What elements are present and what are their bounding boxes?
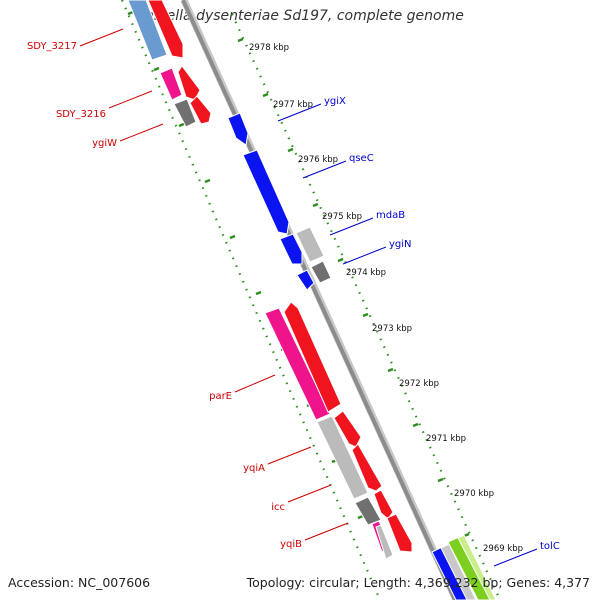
gene-SDY_3217-blue — [127, 0, 168, 61]
leader-line-ygiN — [342, 246, 387, 265]
tick-mark — [412, 422, 419, 428]
gene-label-SDY_3216: SDY_3216 — [56, 109, 106, 120]
gene-qseC — [242, 149, 290, 235]
gene-label-icc: icc — [271, 502, 285, 513]
leader-line-parE — [234, 374, 276, 393]
genome-stats-text: Topology: circular; Length: 4,369,232 bp… — [246, 575, 590, 590]
gene-yqiA-red — [333, 410, 362, 448]
tick-mark — [437, 477, 444, 483]
gene-label-yqiA: yqiA — [243, 463, 265, 474]
tick-mark — [287, 147, 294, 153]
gene-label-parE: parE — [209, 391, 232, 402]
gene-label-yqiB: yqiB — [280, 539, 302, 550]
tick-mark — [237, 37, 244, 43]
leader-line-yqiB — [304, 522, 349, 541]
gene-yqiB-red — [373, 489, 394, 520]
gene-tolC-gray — [440, 543, 477, 600]
leader-line-mdaB — [329, 217, 374, 236]
left-tick-line — [120, 0, 382, 600]
gene-ygiN-gray — [295, 226, 325, 263]
gene-yqiB-red2 — [386, 513, 413, 553]
map-title: Shigella dysenteriae Sd197, complete gen… — [136, 8, 464, 24]
accession-text: Accession: NC_007606 — [8, 575, 151, 590]
tick-mark — [229, 234, 236, 240]
gene-label-ygiX: ygiX — [324, 96, 346, 107]
leader-line-yqiA — [267, 446, 312, 465]
scale-label: 2973 kbp — [372, 324, 412, 334]
gene-label-qseC: qseC — [349, 153, 374, 164]
gene-SDY_3217-red — [147, 0, 184, 59]
scale-label: 2978 kbp — [249, 43, 289, 53]
leader-line-ygiX — [277, 103, 322, 122]
gene-small-blue — [296, 269, 315, 291]
gene-label-ygiN: ygiN — [389, 239, 412, 250]
scale-label: 2971 kbp — [426, 434, 466, 444]
scale-label: 2974 kbp — [346, 268, 386, 278]
gene-label-mdaB: mdaB — [376, 210, 405, 221]
gene-icc-red — [351, 443, 383, 492]
scale-label: 2977 kbp — [273, 100, 313, 110]
scale-label: 2970 kbp — [454, 489, 494, 499]
gene-ygiW-red — [189, 95, 212, 125]
backbone — [181, 0, 457, 600]
gene-SDY_3216-red — [177, 65, 201, 101]
tick-mark — [357, 514, 364, 520]
gene-yqiA-gray — [316, 415, 369, 500]
right-tick-line — [230, 13, 502, 600]
tick-mark — [127, 10, 134, 16]
tick-mark — [178, 122, 185, 128]
gene-mdaB — [279, 233, 303, 265]
gene-yqiB-gray — [375, 524, 394, 560]
tick-mark — [312, 202, 319, 208]
gene-parE-pink — [264, 307, 331, 421]
gene-tolC-lightgreen — [457, 534, 497, 600]
gene-tolC-green — [447, 535, 493, 600]
leader-line-qseC — [302, 160, 347, 179]
gene-icc-darkgray — [354, 496, 382, 526]
gene-ygiX — [227, 112, 249, 146]
scale-label: 2969 kbp — [483, 544, 523, 554]
leader-line-SDY_3216 — [108, 90, 153, 109]
scale-label: 2975 kbp — [322, 212, 362, 222]
leader-line-SDY_3217 — [79, 28, 124, 47]
tick-mark — [362, 312, 369, 318]
tick-mark — [153, 66, 160, 72]
gene-SDY_3216-pink — [159, 67, 183, 101]
tick-mark — [387, 367, 394, 373]
gene-small-darkgray — [310, 260, 332, 284]
scale-label: 2976 kbp — [298, 155, 338, 165]
tick-mark — [262, 92, 269, 98]
gene-parE-red — [283, 301, 342, 413]
tick-mark — [337, 257, 344, 263]
gene-label-tolC: tolC — [540, 541, 560, 552]
gene-label-SDY_3217: SDY_3217 — [27, 41, 77, 52]
tick-mark — [204, 178, 211, 184]
tick-mark — [255, 290, 262, 296]
leader-line-icc — [287, 484, 332, 503]
gene-label-ygiW: ygiW — [92, 138, 117, 149]
leader-line-tolC — [493, 548, 538, 567]
gene-ygiW-darkgray — [173, 98, 197, 128]
leader-line-ygiW — [119, 123, 164, 142]
scale-label: 2972 kbp — [399, 379, 439, 389]
